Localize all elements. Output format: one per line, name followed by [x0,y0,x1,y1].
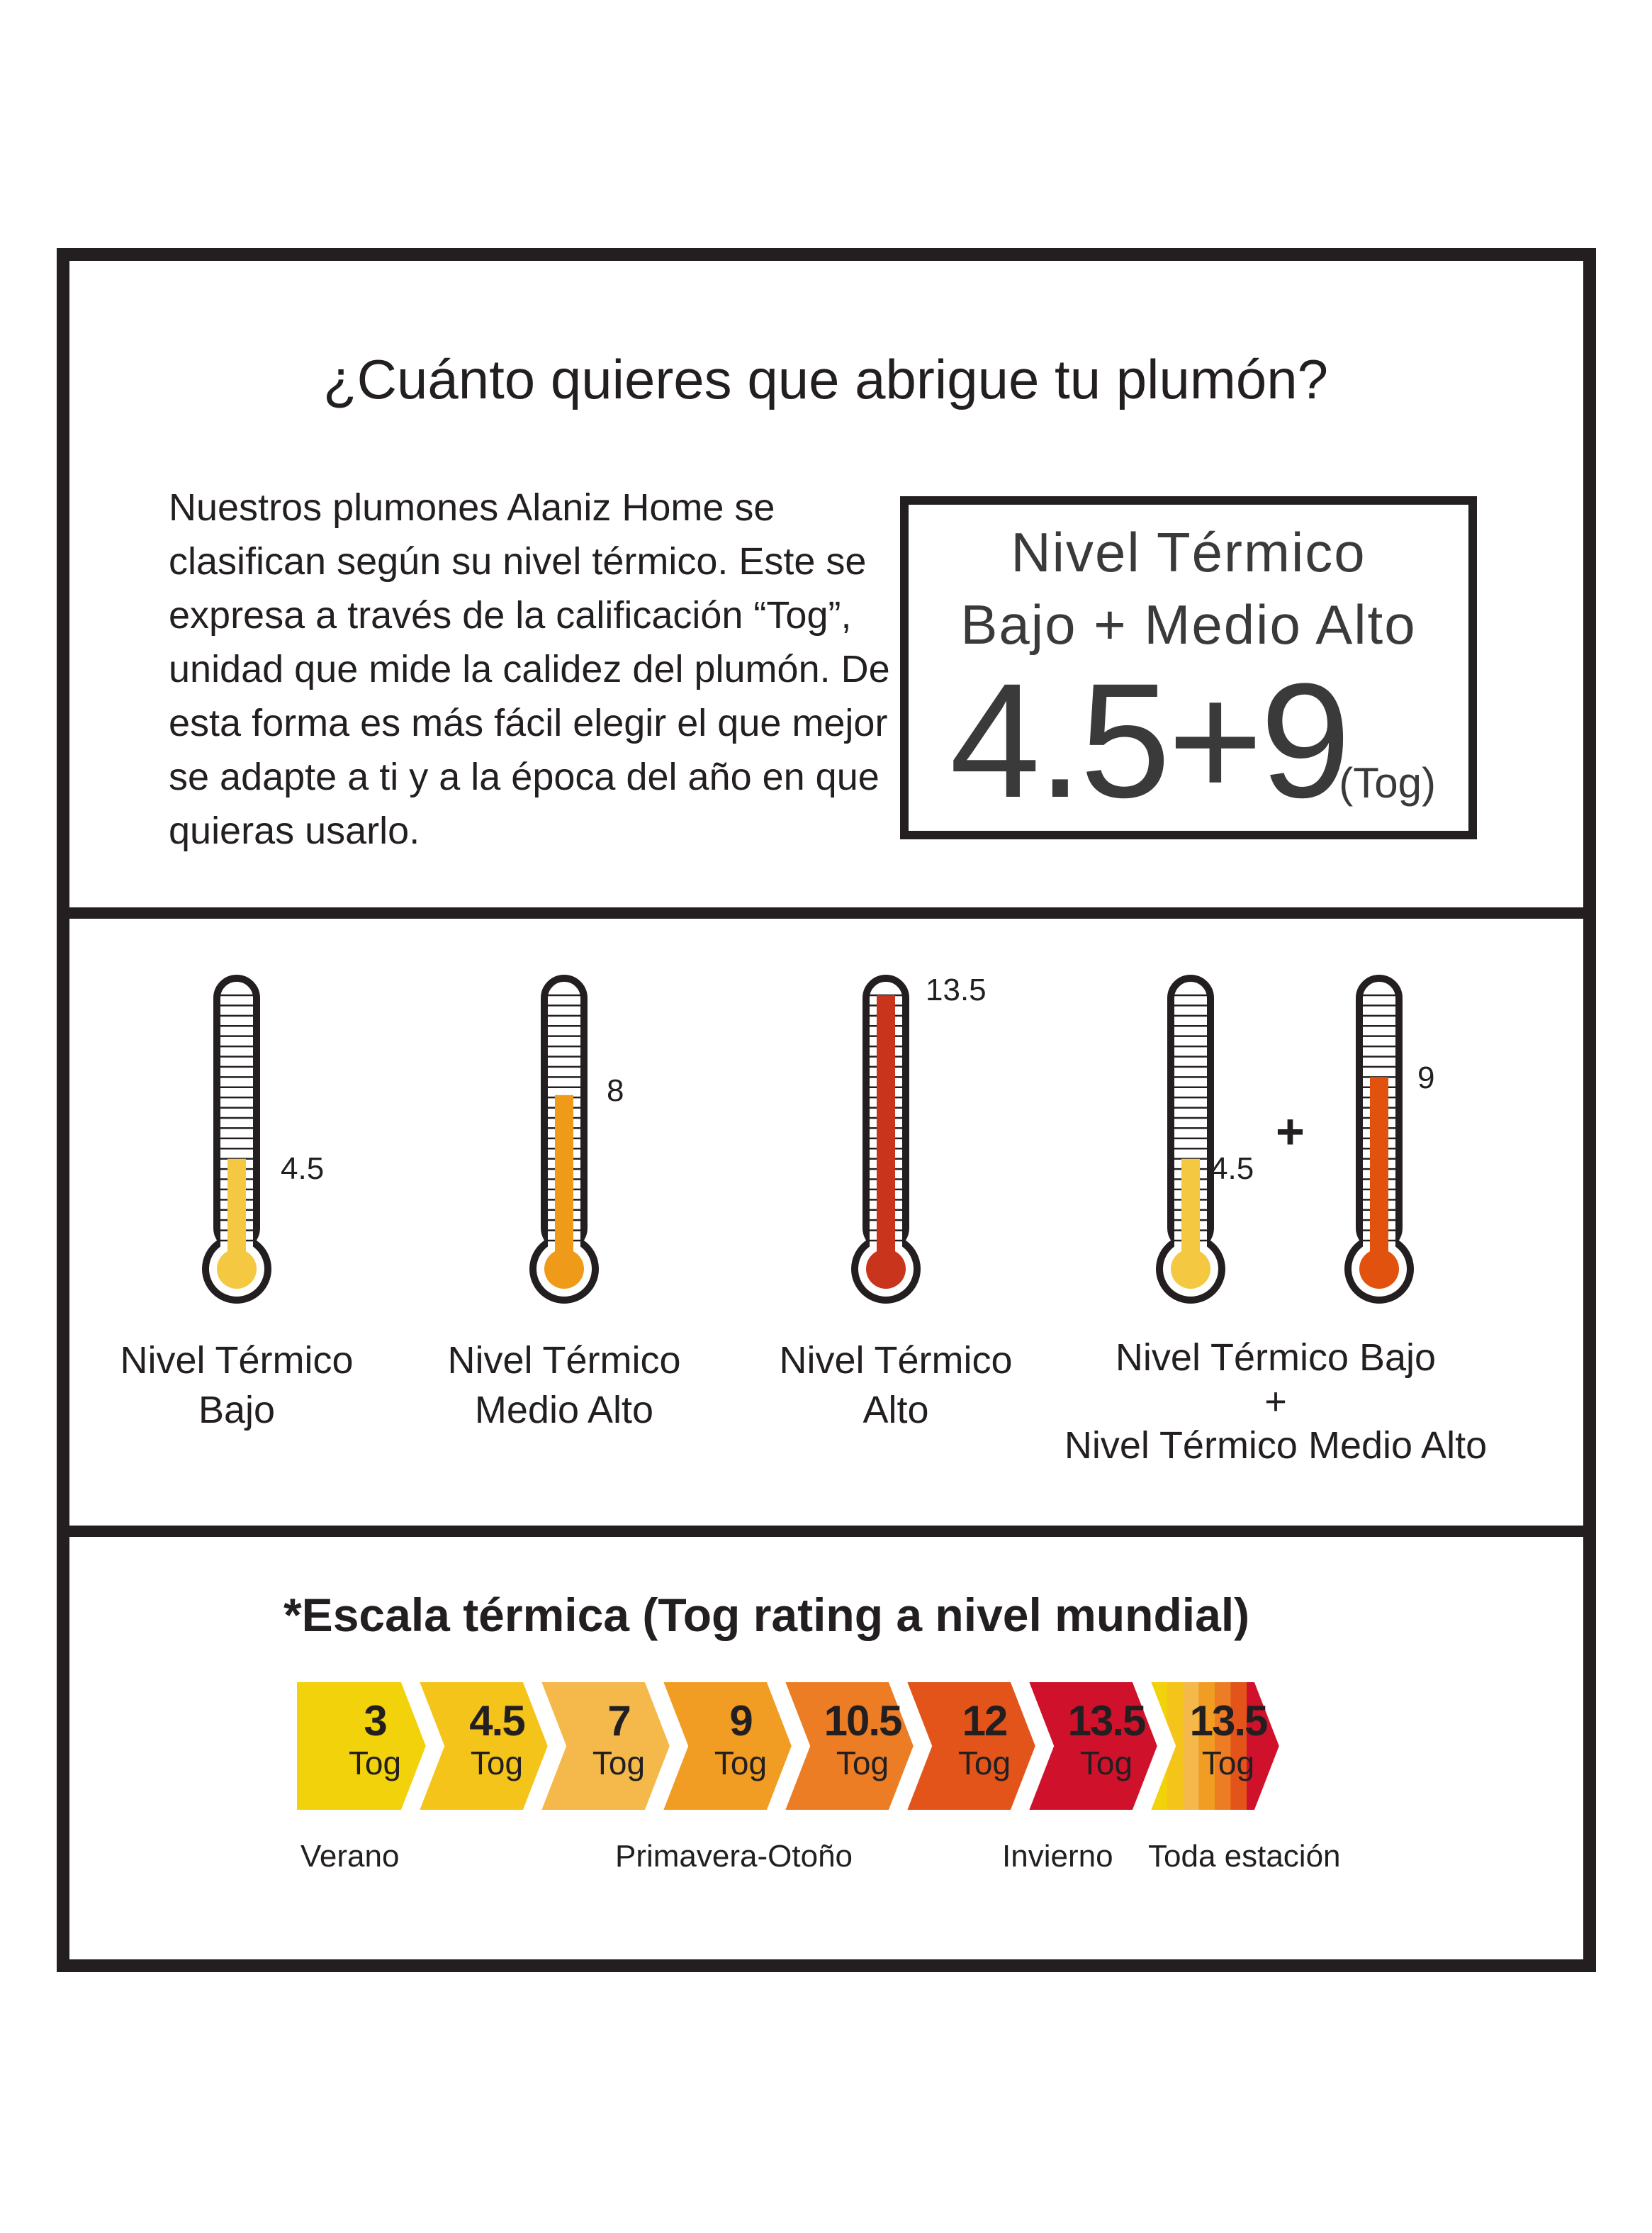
tog-chevron-4 [657,1680,797,1814]
tog-step-unit: Tog [1201,1745,1255,1781]
intro-paragraph: Nuestros plumones Alaniz Home se clasifi… [169,486,890,852]
tog-step-value: 3 [364,1697,387,1745]
tog-chevron-6 [901,1680,1040,1814]
label-line: Bajo [198,1389,276,1431]
tog-step-value: 13.5 [1067,1697,1147,1745]
label-line: Nivel Térmico Medio Alto [1064,1424,1488,1467]
tog-chevron-2 [413,1680,553,1814]
thermometer-1 [202,975,271,1304]
level-box-value: 4.5+9 [950,649,1351,832]
tog-step-unit: Tog [836,1745,889,1781]
thermometer-value-2: 8 [607,1073,624,1108]
label-line: Nivel Térmico [120,1339,354,1382]
label-line: Medio Alto [474,1389,654,1431]
thermometer-2 [529,975,599,1304]
level-box-line2: Bajo + Medio Alto [960,593,1417,656]
tog-scale: 3 Tog 4.5 Tog 7 Tog 9 Tog 10.5 Tog 12 Tog 13.5 Tog 13.… [295,1680,1301,1815]
label-line: Nivel Térmico [447,1339,681,1382]
combo-plus-sign: + [1276,1104,1305,1159]
season-invierno: Invierno [1002,1839,1113,1874]
tog-step-8: 13.5 Tog [1168,1680,1288,1781]
tog-step-unit: Tog [957,1745,1011,1781]
tog-step-value: 12 [962,1697,1008,1745]
tog-step-unit: Tog [1079,1745,1133,1781]
thermometers-graphic [202,975,1414,1304]
tog-step-7: 13.5 Tog [1046,1680,1167,1781]
tog-chevron-7 [1023,1680,1162,1814]
thermometer-3 [851,975,921,1304]
tog-step-5: 10.5 Tog [802,1680,923,1781]
tog-step-6: 12 Tog [924,1680,1045,1781]
tog-step-value: 9 [729,1697,753,1745]
tog-chevron-3 [535,1680,675,1814]
tog-step-unit: Tog [714,1745,768,1781]
thermometer-4 [1156,975,1225,1304]
thermometer-fill [877,995,895,1269]
label-line: Alto [862,1389,929,1431]
thermometer-bulb-fill [544,1249,584,1289]
tog-step-unit: Tog [470,1745,524,1781]
thermometer-label-medio-alto: Nivel Térmico Medio Alto [422,1336,706,1435]
label-line: Nivel Térmico [779,1339,1013,1382]
thermometer-label-combo: Nivel Térmico Bajo + Nivel Térmico Medio… [1021,1336,1531,1467]
thermometer-bulb-fill [1359,1249,1399,1289]
thermometer-label-bajo: Nivel Térmico Bajo [95,1336,378,1435]
thermal-level-box: Nivel Térmico Bajo + Medio Alto 4.5+9 (T… [900,496,1477,839]
infographic-frame [57,248,1596,1972]
level-box-unit: (Tog) [1339,759,1436,807]
season-primavera-otono: Primavera-Otoño [615,1839,853,1874]
thermometer-fill [555,1095,573,1269]
label-line: Nivel Térmico Bajo [1115,1336,1437,1379]
tog-step-value: 13.5 [1189,1697,1269,1745]
section-divider [57,1526,1596,1537]
thermometer-value-5: 9 [1417,1060,1435,1095]
page-title: ¿Cuánto quieres que abrigue tu plumón? [323,348,1328,410]
tog-step-value: 7 [607,1697,631,1745]
tog-step-4: 9 Tog [680,1680,801,1781]
thermometer-fill [1370,1077,1388,1269]
tog-step-1: 3 Tog [315,1680,435,1781]
tog-step-unit: Tog [592,1745,646,1781]
thermometer-5 [1344,975,1414,1304]
thermometer-label-alto: Nivel Térmico Alto [754,1336,1038,1435]
tog-scale-chevrons [295,1680,1284,1814]
season-verano: Verano [300,1839,400,1874]
scale-title: *Escala térmica (Tog rating a nivel mund… [283,1589,1250,1641]
level-box-line1: Nivel Térmico [1011,521,1366,583]
season-toda-estacion: Toda estación [1148,1839,1341,1874]
thermometer-bulb-fill [866,1249,906,1289]
thermometer-bulb-fill [217,1249,257,1289]
thermometer-bulb-fill [1171,1249,1210,1289]
tog-step-value: 10.5 [824,1697,903,1745]
tog-chevron-1 [295,1680,431,1814]
thermometer-value-1: 4.5 [281,1151,325,1186]
tog-chevron-5 [779,1680,918,1814]
tog-step-value: 4.5 [469,1697,525,1745]
thermometer-value-3: 13.5 [926,973,987,1007]
tog-step-unit: Tog [348,1745,402,1781]
section-divider [57,907,1596,919]
label-line: + [1264,1380,1287,1423]
tog-step-2: 4.5 Tog [437,1680,557,1781]
tog-chevron-8 [1145,1680,1284,1814]
thermometer-value-4: 4.5 [1210,1151,1254,1186]
tog-step-3: 7 Tog [558,1680,679,1781]
